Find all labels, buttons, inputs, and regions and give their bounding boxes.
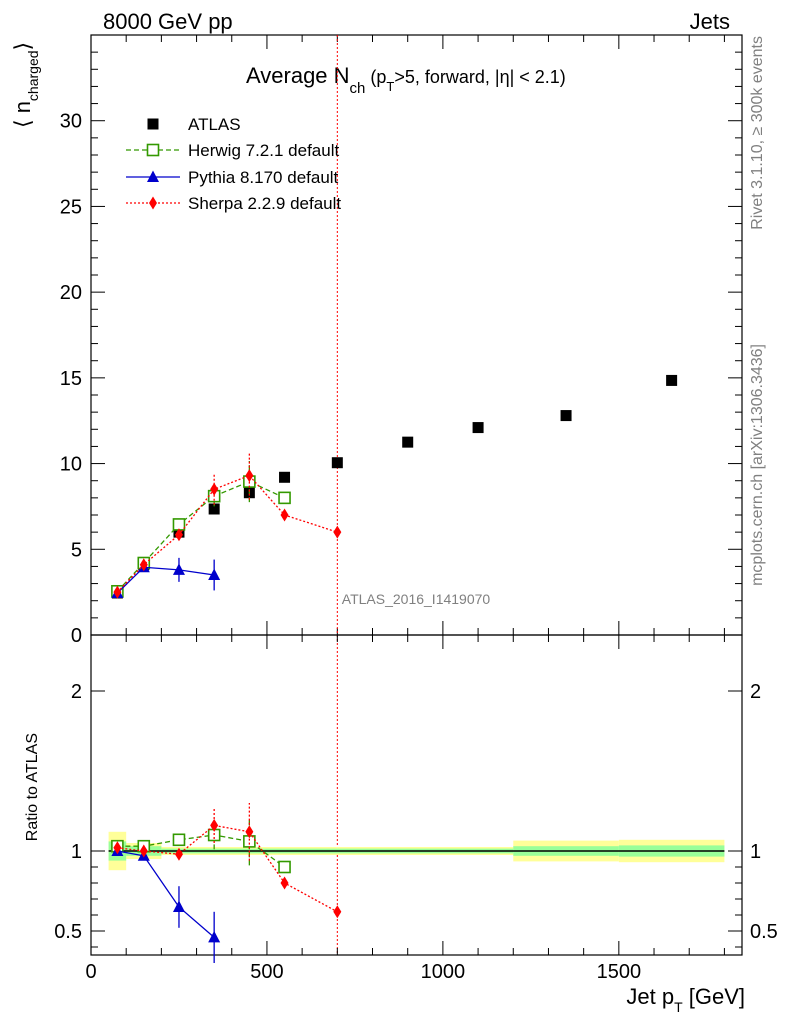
x-axis-label: Jet pT [GeV]	[626, 984, 745, 1015]
main-atlas-point	[331, 457, 343, 469]
main-sherpa-2-2-9-default-point	[113, 585, 122, 599]
legend-herwig-7-2-1-default-marker	[146, 143, 160, 157]
legend-pythia-8-170-default-label: Pythia 8.170 default	[188, 168, 339, 187]
x-label-sub: T	[674, 999, 683, 1015]
main-sherpa-2-2-9-default-point	[333, 525, 342, 539]
ratio-pythia-8-170-default-point	[208, 930, 221, 943]
main-sherpa-2-2-9-default-line	[116, 474, 338, 593]
x-label-unit: [GeV]	[683, 984, 745, 1009]
main-pythia-8-170-default-point	[208, 568, 221, 580]
main-sherpa-2-2-9-default-point	[210, 482, 219, 496]
main-herwig-7-2-1-default-line	[116, 480, 285, 592]
main-y-tick-label: 15	[60, 368, 82, 390]
legend: ATLAS Herwig 7.2.1 default Pythia 8.170 de…	[126, 115, 341, 213]
ratio-sherpa-2-2-9-default-point	[113, 841, 122, 855]
x-tick-label: 0	[85, 961, 96, 983]
legend-atlas-marker	[147, 118, 159, 130]
main-atlas-point	[472, 422, 484, 434]
main-atlas-point	[666, 374, 678, 386]
y-label-main: ⟨ n	[10, 101, 35, 128]
ratio-y-tick-label: 0.5	[54, 921, 82, 943]
ratio-y-tick-label-right: 1	[750, 841, 761, 863]
legend-sherpa-2-2-9-default-label: Sherpa 2.2.9 default	[188, 194, 341, 213]
main-y-tick-label: 20	[60, 282, 82, 304]
main-panel: 0 5 10 15 20 25 30	[60, 34, 743, 955]
header-left: 8000 GeV pp	[103, 9, 233, 34]
main-pythia-8-170-default-point	[172, 563, 185, 575]
main-sherpa-2-2-9-default-point	[280, 508, 289, 522]
x-tick-label: 1000	[421, 961, 466, 983]
title-main: Average N	[246, 63, 350, 88]
main-y-tick-label: 0	[71, 625, 82, 647]
main-y-tick-label: 25	[60, 196, 82, 218]
legend-atlas-label: ATLAS	[188, 115, 241, 134]
ratio-sherpa-2-2-9-default-point	[139, 844, 148, 858]
ratio-y-tick-label: 1	[71, 841, 82, 863]
x-tick-label: 500	[250, 961, 283, 983]
main-sherpa-2-2-9-default-point	[174, 528, 183, 542]
main-y-tick-label: 5	[71, 539, 82, 561]
main-atlas-point	[279, 471, 291, 483]
ratio-sherpa-2-2-9-default-point	[280, 876, 289, 890]
ratio-sherpa-2-2-9-default-line	[117, 824, 338, 913]
ratio-sherpa-2-2-9-default-point	[174, 847, 183, 861]
ratio-y-tick-label-right: 0.5	[750, 921, 778, 943]
main-atlas-point	[402, 436, 414, 448]
header-right: Jets	[690, 9, 730, 34]
ratio-herwig-7-2-1-default-point	[172, 833, 186, 847]
main-sherpa-2-2-9-default-point	[245, 469, 254, 483]
ratio-pythia-8-170-default-point	[172, 900, 185, 912]
main-sherpa-2-2-9-default-point	[139, 558, 148, 572]
title-sub: ch	[350, 80, 366, 97]
main-atlas-point	[208, 503, 220, 515]
y-label-close: ⟩	[10, 42, 35, 51]
analysis-watermark: ATLAS_2016_I1419070	[342, 591, 491, 607]
plot-title: Average Nch (pT>5, forward, |η| < 2.1)	[246, 63, 566, 97]
ratio-pythia-8-170-default-line	[117, 850, 215, 938]
legend-sherpa-2-2-9-default-marker	[149, 196, 157, 210]
ratio-y-tick-label-right: 2	[750, 681, 761, 703]
ratio-y-tick-label: 2	[71, 681, 82, 703]
main-y-tick-label: 30	[60, 111, 82, 133]
main-y-tick-label: 10	[60, 454, 82, 476]
ratio-sherpa-2-2-9-default-point	[210, 818, 219, 832]
y-label-sub: charged	[25, 50, 41, 101]
title-sub2: T	[386, 79, 394, 94]
legend-pythia-8-170-default-marker	[147, 170, 159, 182]
x-tick-label: 1500	[597, 961, 642, 983]
x-label-main: Jet p	[626, 984, 674, 1009]
main-pythia-8-170-default-line	[116, 566, 215, 594]
title-rest1: (p	[365, 67, 386, 87]
rivet-version-text: Rivet 3.1.10, ≥ 300k events	[749, 36, 766, 230]
main-herwig-7-2-1-default-point	[278, 491, 291, 505]
y-axis-label: ⟨ ncharged⟩	[10, 42, 41, 128]
title-rest2: >5, forward, |η| < 2.1)	[394, 67, 565, 87]
ratio-panel: 0 500 1000 1500 0.5 0.5 1 1 2 2	[54, 634, 778, 983]
ratio-y-axis-label: Ratio to ATLAS	[24, 733, 41, 841]
legend-herwig-7-2-1-default-label: Herwig 7.2.1 default	[188, 141, 339, 160]
mcplots-reference-text: mcplots.cern.ch [arXiv:1306.3436]	[749, 344, 766, 586]
ratio-frame	[90, 634, 743, 956]
main-atlas-point	[560, 410, 572, 422]
ratio-herwig-7-2-1-default-point	[278, 860, 291, 874]
ratio-sherpa-2-2-9-default-point	[333, 905, 342, 919]
ratio-sherpa-2-2-9-default-point	[245, 825, 254, 839]
